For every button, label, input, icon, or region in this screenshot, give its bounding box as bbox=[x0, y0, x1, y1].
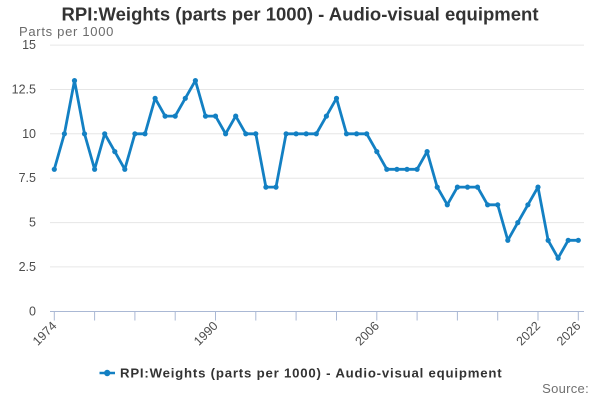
svg-text:7.5: 7.5 bbox=[19, 171, 36, 185]
svg-text:2.5: 2.5 bbox=[19, 260, 36, 274]
svg-text:Parts per 1000: Parts per 1000 bbox=[19, 24, 114, 39]
svg-text:Source:: Source: bbox=[542, 381, 589, 396]
svg-text:12.5: 12.5 bbox=[12, 83, 36, 97]
svg-text:5: 5 bbox=[29, 216, 36, 230]
svg-text:10: 10 bbox=[22, 127, 36, 141]
svg-text:RPI:Weights (parts per 1000) -: RPI:Weights (parts per 1000) - Audio-vis… bbox=[62, 4, 539, 25]
svg-text:15: 15 bbox=[22, 38, 36, 52]
svg-text:0: 0 bbox=[29, 304, 36, 318]
svg-text:RPI:Weights (parts per 1000) -: RPI:Weights (parts per 1000) - Audio-vis… bbox=[120, 366, 502, 381]
